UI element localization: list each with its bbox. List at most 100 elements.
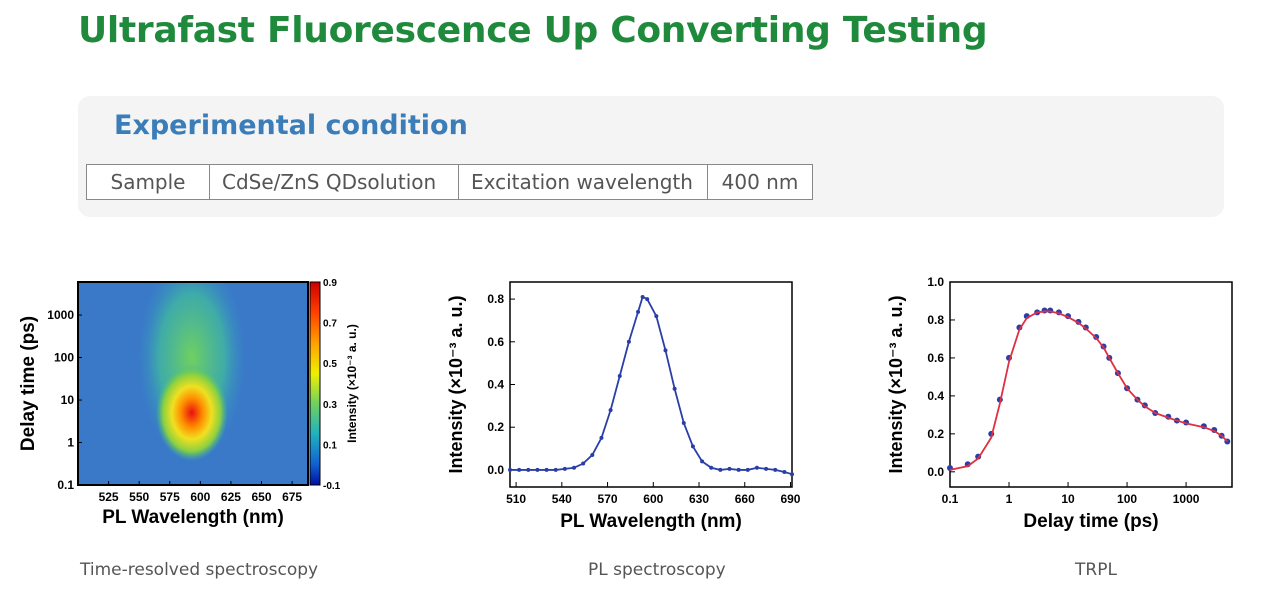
x-axis-label: Delay time (ps) <box>1023 511 1158 532</box>
data-point <box>690 444 695 449</box>
y-tick-label: 0.0 <box>487 463 504 477</box>
series-line <box>510 295 793 476</box>
plot-frame <box>509 281 793 488</box>
data-point <box>572 465 577 470</box>
y-tick-label: 0.6 <box>927 351 944 365</box>
x-tick-label: 570 <box>598 492 618 506</box>
plot-frame <box>949 281 1233 488</box>
y-tick-label: 0.8 <box>927 313 944 327</box>
y-tick-label: 10 <box>61 393 75 407</box>
data-point <box>645 297 650 302</box>
y-tick-label: 0.4 <box>487 378 504 392</box>
colorbar-tick-label: 0.9 <box>323 278 337 289</box>
x-tick-label: 1000 <box>1173 492 1200 506</box>
data-point <box>626 339 631 344</box>
data-point <box>553 467 558 472</box>
colorbar-tick-label: 0.7 <box>323 319 337 330</box>
table-cell: Sample <box>86 164 210 200</box>
x-tick-label: 630 <box>689 492 709 506</box>
colorbar-tick-label: -0.1 <box>323 481 341 492</box>
data-point <box>663 348 668 353</box>
data-point <box>681 420 686 425</box>
data-point <box>773 467 778 472</box>
y-axis-label: Intensity (×10⁻³ a. u.) <box>446 295 466 473</box>
data-point <box>508 467 512 472</box>
data-point <box>617 373 622 378</box>
heatmap-peak <box>155 364 228 461</box>
data-point <box>672 386 677 391</box>
caption-time-resolved: Time-resolved spectroscopy <box>80 560 319 580</box>
x-tick-label: 600 <box>643 492 663 506</box>
data-point <box>790 472 794 477</box>
data-point <box>654 314 659 319</box>
x-tick-label: 525 <box>99 490 119 504</box>
x-tick-label: 690 <box>780 492 800 506</box>
data-point <box>754 465 759 470</box>
data-point <box>640 294 645 299</box>
y-tick-label: 0.8 <box>487 292 504 306</box>
page-title: Ultrafast Fluorescence Up Converting Tes… <box>78 10 988 51</box>
x-tick-label: 575 <box>160 490 180 504</box>
data-point <box>590 452 595 457</box>
caption-trpl: TRPL <box>1075 560 1117 580</box>
y-tick-label: 1.0 <box>927 275 944 289</box>
trpl-chart: 0.1 1 10 100 1000 0.0 0.2 0.4 0.6 0.8 1.0 Delay tim… <box>886 275 1233 532</box>
x-tick-label: 650 <box>251 490 271 504</box>
data-point <box>608 408 613 413</box>
table-cell: CdSe/ZnS QDsolution <box>209 164 459 200</box>
y-tick-label: 0.6 <box>487 335 504 349</box>
y-tick-label: 1 <box>67 436 74 450</box>
data-point <box>782 470 787 475</box>
x-tick-label: 550 <box>129 490 149 504</box>
y-tick-label: 0.2 <box>487 420 504 434</box>
x-tick-label: 100 <box>1117 492 1137 506</box>
x-tick-label: 0.1 <box>942 492 959 506</box>
data-point <box>599 435 604 440</box>
experimental-condition-panel: Experimental condition Sample CdSe/ZnS Q… <box>78 96 1224 217</box>
panel-title: Experimental condition <box>114 110 468 141</box>
data-point <box>700 459 705 464</box>
table-cell: 400 nm <box>707 164 813 200</box>
condition-table: Sample CdSe/ZnS QDsolution Excitation wa… <box>86 164 813 200</box>
x-tick-label: 1 <box>1006 492 1013 506</box>
y-axis-label: Delay time (ps) <box>18 316 39 451</box>
x-tick-label: 510 <box>506 492 526 506</box>
data-point <box>517 467 522 472</box>
heatmap-frame <box>77 281 309 486</box>
x-axis-label: PL Wavelength (nm) <box>102 507 284 528</box>
caption-pl-spectroscopy: PL spectroscopy <box>588 560 726 580</box>
x-tick-label: 600 <box>190 490 210 504</box>
heatmap-field <box>78 282 308 485</box>
y-tick-label: 1000 <box>47 308 74 322</box>
y-tick-label: 100 <box>54 351 74 365</box>
y-tick-label: 0.1 <box>57 478 74 492</box>
data-point <box>581 461 586 466</box>
data-point <box>727 466 732 471</box>
colorbar-tick-label: 0.1 <box>323 440 337 451</box>
pl-spectrum-chart: 510 540 570 600 630 660 690 0.0 0.2 0.4 0.6 0.8 PL W… <box>446 281 801 532</box>
data-point <box>736 467 741 472</box>
y-tick-label: 0.0 <box>927 465 944 479</box>
y-tick-label: 0.4 <box>927 389 944 403</box>
x-tick-label: 10 <box>1061 492 1075 506</box>
data-point <box>764 466 769 471</box>
x-tick-label: 625 <box>221 490 241 504</box>
data-point <box>636 309 641 314</box>
data-point <box>544 467 549 472</box>
y-tick-label: 0.2 <box>927 427 944 441</box>
data-point <box>709 465 714 470</box>
table-row: Sample CdSe/ZnS QDsolution Excitation wa… <box>86 164 813 200</box>
y-axis-label: Intensity (×10⁻³ a. u.) <box>886 295 906 473</box>
x-tick-label: 675 <box>282 490 302 504</box>
data-point <box>535 467 540 472</box>
x-tick-label: 660 <box>735 492 755 506</box>
fit-line <box>949 310 1228 471</box>
colorbar-tick-label: 0.5 <box>323 359 337 370</box>
colorbar-label: Intensity (×10⁻³ a. u.) <box>345 324 359 443</box>
data-point <box>562 466 567 471</box>
x-tick-label: 540 <box>552 492 572 506</box>
table-cell: Excitation wavelength <box>458 164 708 200</box>
colorbar-tick-label: 0.3 <box>323 400 337 411</box>
time-resolved-heatmap: 525 550 575 600 625 650 675 0.1 1 10 100 1000 PL Wav… <box>18 278 359 528</box>
colorbar <box>309 281 321 486</box>
